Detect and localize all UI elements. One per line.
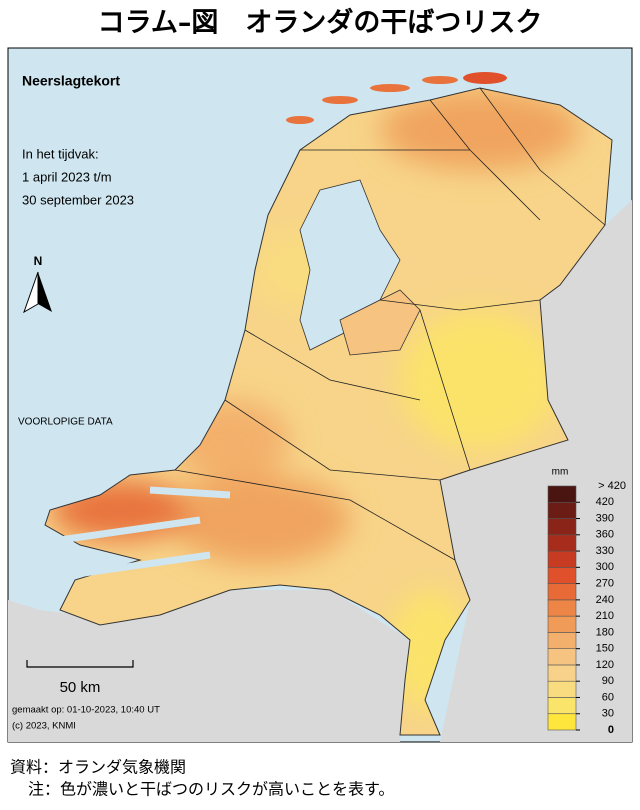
legend-swatch	[547, 632, 577, 649]
legend-label: 150	[596, 643, 614, 655]
legend-swatch	[547, 550, 577, 568]
north-arrow-right	[38, 272, 52, 312]
scale-label: 50 km	[60, 679, 101, 696]
nl-border	[44, 87, 613, 736]
map-title: Neerslagtekort	[22, 73, 120, 89]
legend-swatch	[547, 680, 577, 698]
legend-label: 300	[596, 561, 614, 573]
legend-label: 390	[596, 512, 614, 524]
legend-label: 90	[602, 675, 614, 687]
period-line: In het tijdvak:	[22, 146, 99, 161]
data-note: VOORLOPIGE DATA	[18, 417, 113, 428]
legend-label: 180	[596, 626, 614, 638]
legend-swatch	[547, 501, 577, 519]
flevoland	[339, 289, 421, 356]
legend-swatch	[547, 583, 577, 601]
legend-label: 270	[596, 578, 614, 590]
legend-swatch	[547, 518, 577, 536]
province-borders	[174, 87, 606, 561]
north-label: N	[34, 254, 43, 268]
wadden-islands	[286, 72, 507, 124]
legend-label: 0	[608, 724, 614, 736]
map: Neerslagtekort In het tijdvak: 1 april 2…	[7, 47, 633, 743]
zeeland-water	[59, 486, 231, 579]
legend-swatch	[547, 599, 577, 617]
legend-label: 420	[596, 496, 614, 508]
legend-swatch	[547, 697, 577, 715]
figure-title: コラム–図 オランダの干ばつリスク	[98, 7, 543, 39]
legend-swatch	[547, 534, 577, 552]
legend-swatch	[547, 567, 577, 584]
legend-label: 60	[602, 691, 614, 703]
legend-swatch	[547, 615, 577, 633]
neighbour-land	[8, 200, 632, 742]
legend-unit: mm	[552, 467, 569, 478]
legend-label: 240	[596, 594, 614, 606]
scale-bar	[26, 660, 134, 668]
legend-label: 210	[596, 610, 614, 622]
legend-label: 120	[596, 659, 614, 671]
period-line: 1 april 2023 t/m	[22, 169, 112, 184]
legend-swatch	[547, 713, 577, 731]
period-line: 30 september 2023	[22, 192, 134, 207]
legend-swatch	[547, 664, 577, 682]
legend-label: 360	[596, 529, 614, 541]
legend-label: > 420	[598, 480, 626, 492]
legend-swatch	[547, 485, 577, 503]
legend: mm 0 30 60 90 120 150 180 210 240 270 300 330 360 390…	[547, 467, 626, 736]
legend-label: 330	[596, 545, 614, 557]
footnote: 注：色が濃いと干ばつのリスクが高いことを表す。	[28, 780, 394, 799]
credit-line: gemaakt op: 01-10-2023, 10:40 UT	[12, 705, 160, 716]
legend-swatch	[547, 648, 577, 666]
credit-line: (c) 2023, KNMI	[12, 721, 76, 732]
legend-label: 30	[602, 708, 614, 720]
source: 資料：オランダ気象機関	[10, 758, 186, 777]
